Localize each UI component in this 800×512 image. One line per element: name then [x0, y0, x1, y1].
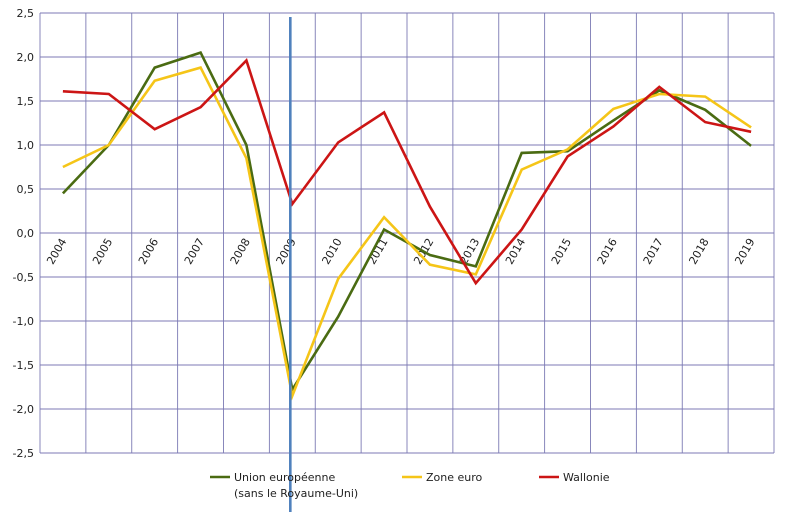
x-tick-label: 2016: [595, 236, 620, 267]
x-tick-label: 2014: [503, 236, 528, 267]
y-tick-label: -2,0: [13, 403, 34, 416]
x-tick-label: 2005: [90, 236, 115, 267]
x-tick-label: 2018: [687, 236, 712, 267]
y-tick-label: 2,0: [17, 51, 35, 64]
y-tick-label: -0,5: [13, 271, 34, 284]
legend-label: Union européenne: [234, 471, 335, 484]
legend-label-line2: (sans le Royaume-Uni): [234, 487, 358, 500]
y-tick-label: 1,0: [17, 139, 35, 152]
x-axis-ticks: 2004 2005 2006 2007 2008 2009 2010 2011 2012 2013…: [44, 236, 757, 267]
series-line-2: [62, 66, 752, 401]
y-tick-label: 0,0: [17, 227, 35, 240]
y-tick-label: 0,5: [17, 183, 35, 196]
x-tick-label: 2007: [182, 236, 207, 267]
x-tick-label: 2004: [44, 236, 69, 267]
grid: [39, 12, 775, 454]
legend-label: Wallonie: [563, 471, 610, 484]
series-line-3: [62, 58, 752, 286]
x-tick-label: 2008: [228, 236, 253, 267]
x-tick-label: 2010: [320, 236, 345, 267]
x-tick-label: 2009: [274, 236, 299, 267]
legend: Union européenne (sans le Royaume-Uni) Zon…: [210, 471, 610, 500]
y-tick-label: 2,5: [17, 7, 35, 20]
y-tick-label: 1,5: [17, 95, 35, 108]
y-tick-label: -1,5: [13, 359, 34, 372]
series-lines: [61, 51, 752, 401]
x-tick-label: 2017: [641, 236, 666, 267]
x-tick-label: 2006: [136, 236, 161, 267]
y-tick-label: -1,0: [13, 315, 34, 328]
x-tick-label: 2015: [549, 236, 574, 267]
y-tick-label: -2,5: [13, 447, 34, 460]
y-axis-ticks: 2,5 2,0 1,5 1,0 0,5 0,0 -0,5 -1,0 -1,5 -2,0 -2,5: [13, 7, 34, 460]
x-tick-label: 2019: [732, 236, 757, 267]
legend-label: Zone euro: [426, 471, 483, 484]
